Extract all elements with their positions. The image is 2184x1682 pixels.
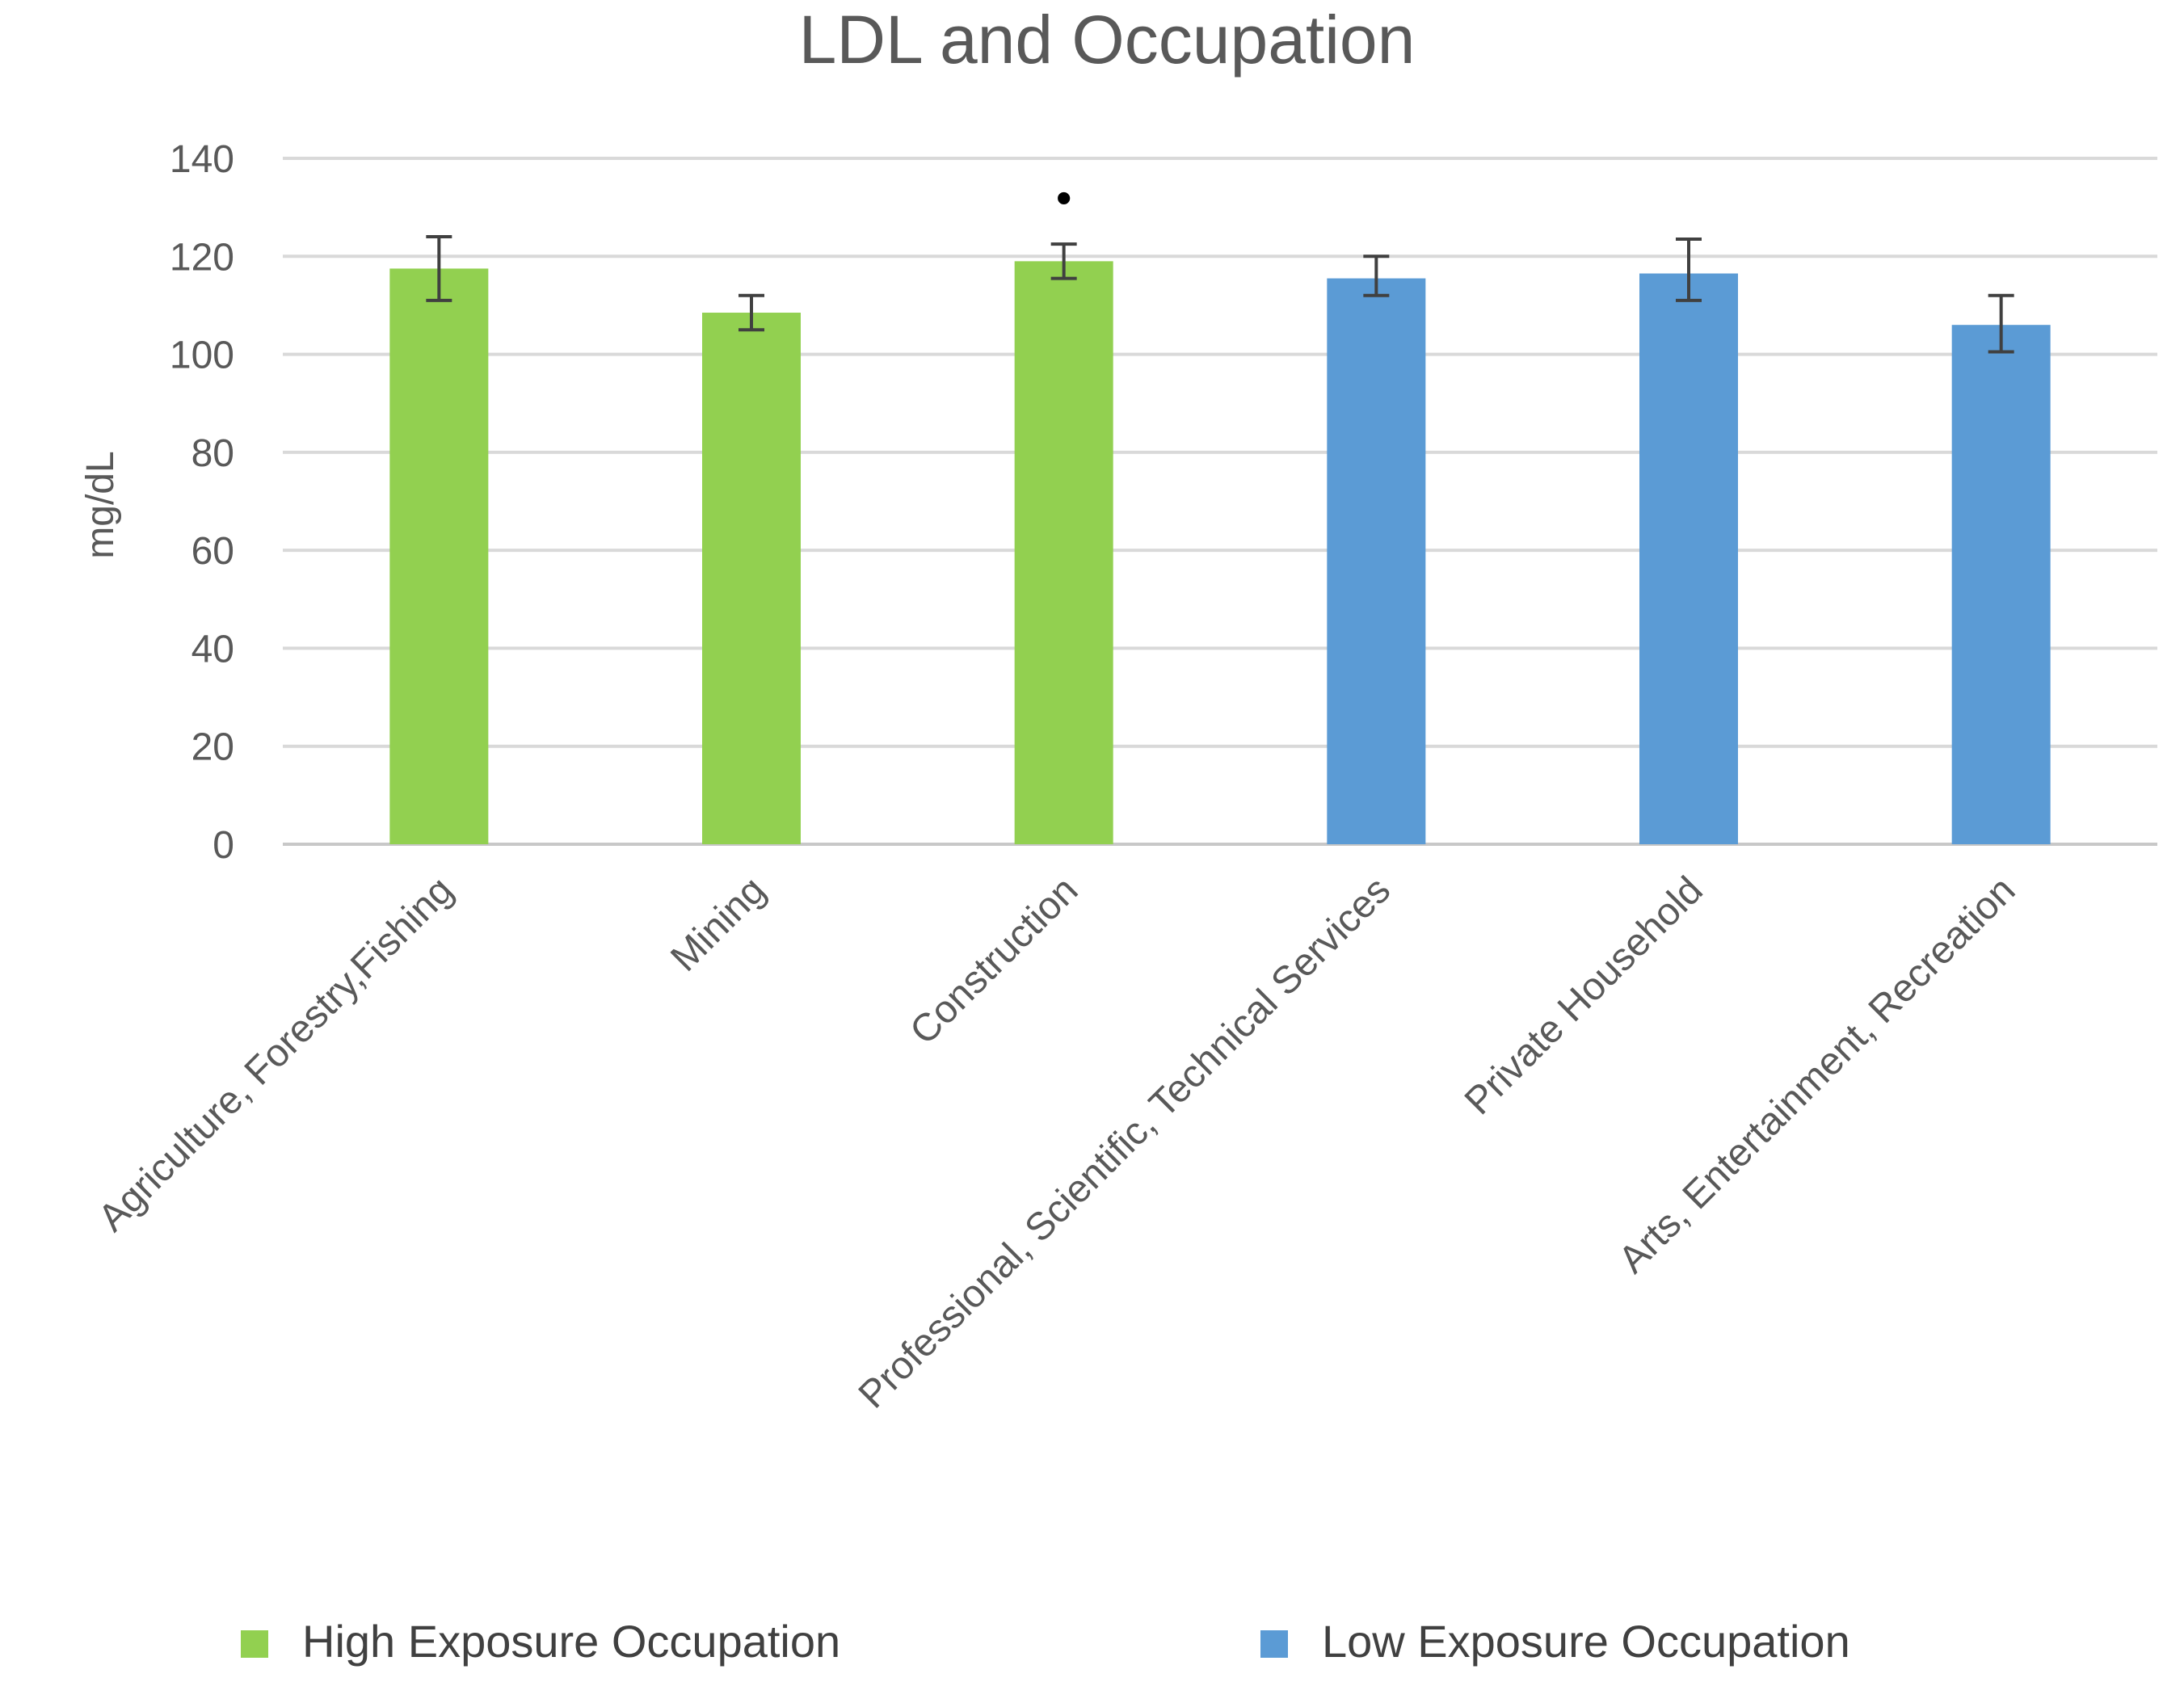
bar-4 [1639, 273, 1738, 844]
bars [389, 261, 2051, 845]
x-tick-label-4: Private Household [1457, 868, 1711, 1123]
x-axis-labels: Agriculture, Forestry,Fishing Mining Const… [90, 868, 2024, 1416]
error-bar-3 [1363, 254, 1390, 297]
legend-item-low: Low Exposure Occupation [1260, 1616, 1850, 1667]
y-tick-label-80: 80 [191, 432, 234, 475]
y-axis-ticks: 0 20 40 60 80 100 120 140 [170, 138, 234, 867]
y-tick-label-0: 0 [213, 824, 234, 867]
y-tick-label-20: 20 [191, 726, 234, 769]
bar-5 [1951, 325, 2051, 845]
error-bars: • [426, 172, 2014, 354]
bar-3 [1327, 278, 1426, 844]
error-bar-1 [739, 293, 764, 332]
error-bar-0 [426, 235, 452, 302]
bar-2 [1014, 261, 1113, 845]
x-tick-label-3: Professional, Scientific, Technical Serv… [851, 868, 1399, 1416]
bar-0 [389, 268, 489, 845]
y-tick-label-140: 140 [170, 138, 234, 181]
x-tick-label-0: Agriculture, Forestry,Fishing [90, 868, 461, 1239]
error-bar-5 [1988, 293, 2014, 354]
x-tick-label-2: Construction [902, 868, 1086, 1053]
legend-label-high: High Exposure Occupation [302, 1616, 840, 1667]
y-tick-label-100: 100 [170, 334, 234, 377]
chart-title: LDL and Occupation [799, 2, 1416, 78]
legend: High Exposure Occupation Low Exposure Occ… [241, 1616, 1850, 1667]
bar-1 [702, 313, 801, 844]
y-tick-label-120: 120 [170, 236, 234, 279]
significance-marker: • [1056, 172, 1072, 223]
legend-label-low: Low Exposure Occupation [1322, 1616, 1850, 1667]
legend-swatch-high [241, 1630, 268, 1658]
y-tick-label-40: 40 [191, 628, 234, 671]
error-bar-4 [1676, 238, 1702, 302]
y-tick-label-60: 60 [191, 530, 234, 573]
x-tick-label-1: Mining [663, 868, 773, 979]
legend-item-high: High Exposure Occupation [241, 1616, 840, 1667]
legend-swatch-low [1260, 1630, 1288, 1658]
error-bar-2 [1050, 242, 1077, 280]
gridlines [283, 157, 2157, 846]
y-axis-label: mg/dL [79, 451, 122, 558]
